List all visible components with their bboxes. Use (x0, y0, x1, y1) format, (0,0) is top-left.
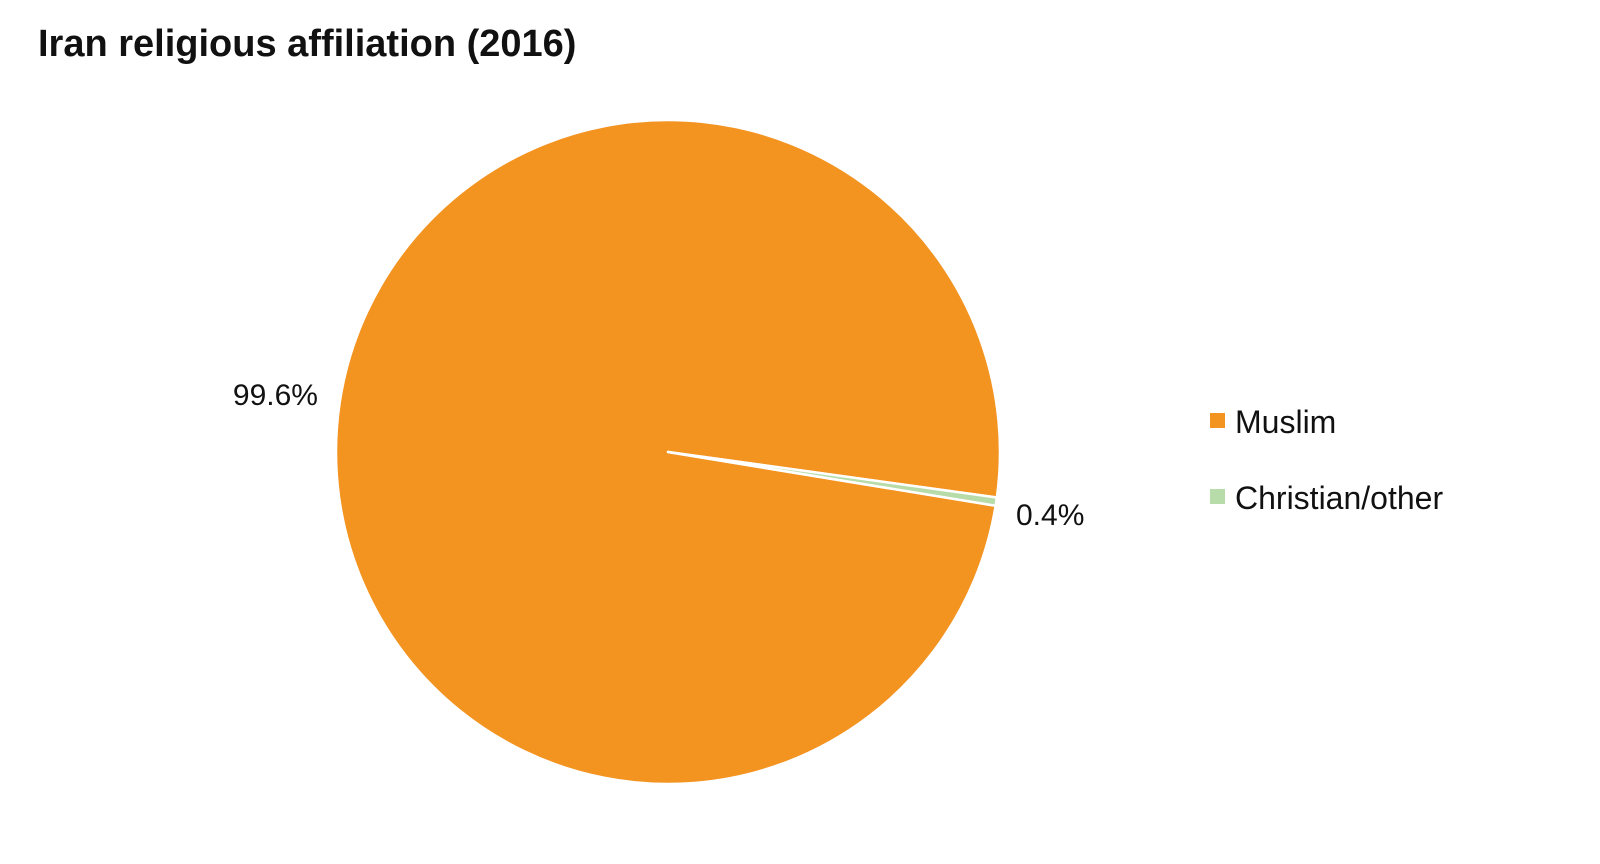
pie-data-labels: 99.6% 0.4% (233, 379, 1084, 532)
pie-slices (334, 118, 1002, 786)
pie-slice-christian-other (666, 450, 999, 508)
legend-label-christian-other: Christian/other (1235, 480, 1443, 516)
legend-label-muslim: Muslim (1235, 404, 1336, 440)
legend-swatch-muslim (1210, 413, 1225, 428)
chart-title: Iran religious affiliation (2016) (38, 23, 577, 65)
data-label-christian-other: 0.4% (1016, 499, 1084, 532)
data-label-muslim: 99.6% (233, 379, 318, 412)
legend: Muslim Christian/other (1210, 404, 1443, 516)
legend-swatch-christian-other (1210, 489, 1225, 504)
